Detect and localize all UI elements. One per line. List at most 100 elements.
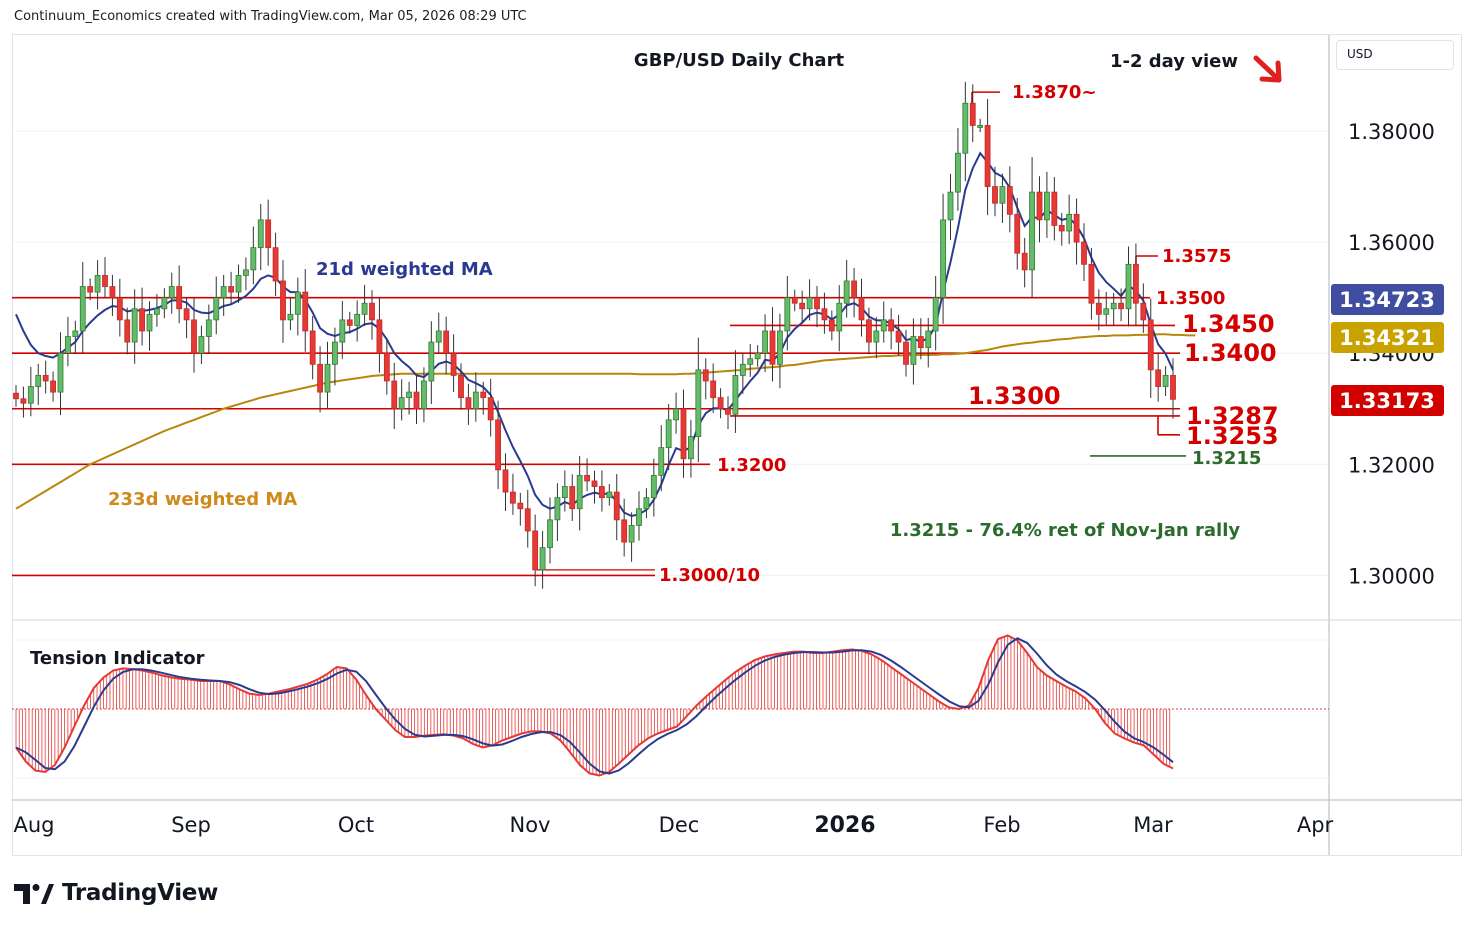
candle-body <box>539 547 546 571</box>
candle-body <box>87 286 94 293</box>
candle-body <box>443 330 450 354</box>
candle-body <box>57 352 64 393</box>
candle <box>1021 237 1028 288</box>
candle-body <box>554 497 561 521</box>
candle-body <box>880 319 887 332</box>
candle <box>695 337 702 463</box>
chart-frame <box>12 34 1462 856</box>
candle-body <box>1029 191 1035 271</box>
candle <box>94 260 101 310</box>
candle <box>1133 243 1139 327</box>
candle <box>243 257 249 291</box>
candle-body <box>458 375 464 399</box>
candle <box>287 297 294 331</box>
candle-body <box>406 391 412 399</box>
candle <box>866 307 872 355</box>
candle <box>346 311 353 334</box>
candle-body <box>517 502 524 510</box>
candle <box>599 470 605 512</box>
candle-body <box>487 397 494 421</box>
candle-body <box>265 219 272 249</box>
candle-body <box>814 297 820 310</box>
candle-body <box>643 497 650 510</box>
price-tag-box <box>1331 284 1444 315</box>
candle <box>1088 247 1095 320</box>
candle-body <box>495 419 501 471</box>
candle <box>547 497 553 564</box>
candle <box>376 298 383 373</box>
level-label: 1.3870~ <box>1012 82 1097 103</box>
candle-body <box>925 330 932 349</box>
candle <box>665 404 672 471</box>
candle <box>814 285 820 328</box>
candle <box>502 453 509 511</box>
candle <box>369 290 375 340</box>
candle <box>228 271 234 305</box>
candle-body <box>510 491 516 504</box>
candle-body <box>1162 375 1169 387</box>
candle <box>784 275 791 351</box>
candle <box>880 301 887 343</box>
candle <box>613 474 620 541</box>
candle-body <box>428 341 435 382</box>
candle-body <box>146 313 153 332</box>
candle <box>917 318 924 360</box>
y-tick-label: 1.30000 <box>1348 564 1435 588</box>
candle <box>732 350 739 433</box>
candle <box>554 483 561 541</box>
candle <box>406 381 412 415</box>
candle-body <box>851 280 857 299</box>
candle-body <box>124 319 131 343</box>
candle <box>27 366 34 417</box>
candle-body <box>1073 213 1080 243</box>
candle-body <box>866 319 872 343</box>
indicator-signal-line <box>15 637 1174 775</box>
candle <box>472 372 479 422</box>
candle <box>1073 198 1080 265</box>
candle-body <box>391 380 398 410</box>
candle-body <box>688 436 694 460</box>
candle <box>925 317 932 368</box>
candle-body <box>992 186 998 204</box>
candle <box>272 232 279 296</box>
candle-body <box>658 447 665 476</box>
arrow-shaft <box>1253 55 1279 80</box>
price-tag-label: 1.33173 <box>1339 389 1435 413</box>
currency-button[interactable]: USD <box>1336 40 1454 70</box>
price-tags: 1.34723 1.34321 1.33173 <box>1331 284 1444 416</box>
candle-body <box>183 308 190 321</box>
candle-body <box>1044 191 1050 221</box>
candle <box>65 316 71 367</box>
candle <box>932 275 939 351</box>
tradingview-logo[interactable]: TradingView <box>14 876 218 910</box>
candle <box>146 301 153 351</box>
candle <box>220 274 227 316</box>
candle <box>977 118 984 133</box>
candle-body <box>421 380 427 410</box>
candle <box>102 257 108 299</box>
candle-body <box>376 319 383 354</box>
candle <box>1162 365 1169 396</box>
candle-body <box>1118 302 1124 310</box>
candle-body <box>287 313 294 321</box>
candle <box>851 267 857 318</box>
candle-body <box>502 469 509 493</box>
candle <box>495 400 501 490</box>
candle-body <box>472 391 479 410</box>
candle-body <box>205 319 212 337</box>
level-label: 1.3287 <box>1186 402 1279 430</box>
candle <box>1006 166 1013 233</box>
candle-body <box>843 280 850 304</box>
candle-body <box>116 297 123 321</box>
candle-body <box>154 308 160 315</box>
candle <box>72 320 79 354</box>
candle <box>487 378 494 437</box>
candle-body <box>806 297 813 310</box>
y-tick-label: 1.38000 <box>1348 120 1435 144</box>
candle <box>332 327 338 386</box>
candle <box>443 316 450 375</box>
candle-body <box>309 330 316 365</box>
candle-body <box>354 313 361 326</box>
candle <box>510 473 516 515</box>
